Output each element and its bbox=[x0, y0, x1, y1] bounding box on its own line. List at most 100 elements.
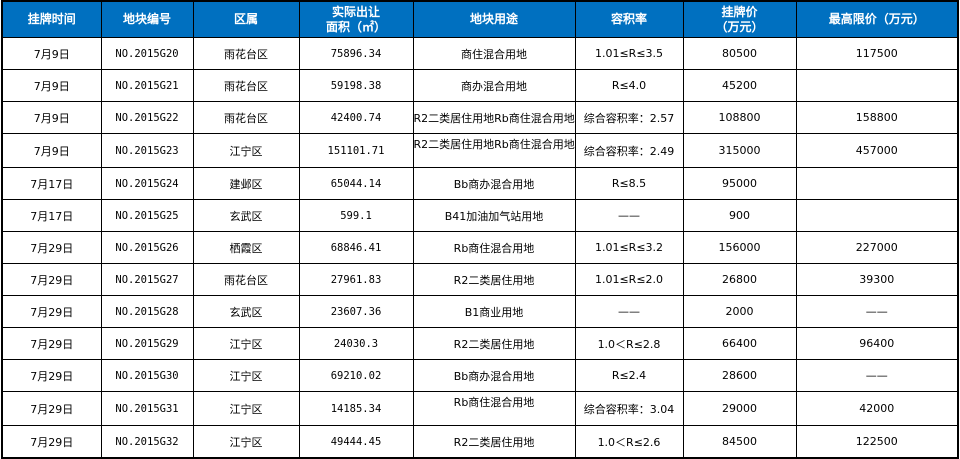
cell-use: B1商业用地 bbox=[412, 295, 576, 328]
cell-district: 玄武区 bbox=[192, 295, 300, 328]
cell-use: 商住混合用地 bbox=[412, 37, 576, 70]
cell-price: 2000 bbox=[682, 295, 797, 328]
cell-district: 江宁区 bbox=[192, 359, 300, 392]
cell-max-price bbox=[795, 199, 959, 232]
cell-code: NO.2015G20 bbox=[100, 37, 194, 70]
cell-price: 108800 bbox=[682, 101, 797, 134]
cell-max-price: 122500 bbox=[795, 425, 959, 459]
cell-district: 雨花台区 bbox=[192, 101, 300, 134]
cell-max-price: —— bbox=[795, 295, 959, 328]
header-label: 区属 bbox=[233, 12, 258, 26]
cell-area: 49444.45 bbox=[298, 425, 414, 459]
header-far: 容积率 bbox=[574, 0, 684, 38]
cell-max-price: 96400 bbox=[795, 327, 959, 360]
table-row: 7月29日 NO.2015G26 栖霞区 68846.41 Rb商住混合用地 1.01≤R… bbox=[1, 231, 959, 264]
table-row: 7月29日 NO.2015G32 江宁区 49444.45 R2二类居住用地 1.0＜R≤… bbox=[1, 425, 959, 459]
cell-date: 7月29日 bbox=[1, 359, 102, 392]
cell-max-price bbox=[795, 69, 959, 102]
header-label: 最高限价（万元） bbox=[828, 12, 925, 26]
cell-area: 14185.34 bbox=[298, 391, 414, 426]
cell-price: 45200 bbox=[682, 69, 797, 102]
cell-date: 7月9日 bbox=[1, 133, 102, 168]
cell-code: NO.2015G28 bbox=[100, 295, 194, 328]
cell-price: 28600 bbox=[682, 359, 797, 392]
header-district: 区属 bbox=[192, 0, 300, 38]
table-row: 7月9日 NO.2015G23 江宁区 151101.71 R2二类居住用地Rb商住混合… bbox=[1, 133, 959, 168]
cell-code: NO.2015G27 bbox=[100, 263, 194, 296]
cell-date: 7月29日 bbox=[1, 327, 102, 360]
table-row: 7月9日 NO.2015G21 雨花台区 59198.38 商办混合用地 R≤4.0 452… bbox=[1, 69, 959, 102]
header-use: 地块用途 bbox=[412, 0, 576, 38]
cell-district: 雨花台区 bbox=[192, 263, 300, 296]
cell-price: 80500 bbox=[682, 37, 797, 70]
cell-code: NO.2015G32 bbox=[100, 425, 194, 459]
cell-area: 65044.14 bbox=[298, 167, 414, 200]
header-label: 地块用途 bbox=[469, 12, 518, 26]
cell-district: 建邺区 bbox=[192, 167, 300, 200]
cell-area: 23607.36 bbox=[298, 295, 414, 328]
cell-date: 7月9日 bbox=[1, 101, 102, 134]
cell-use: Rb商住混合用地 bbox=[412, 231, 576, 264]
cell-code: NO.2015G23 bbox=[100, 133, 194, 168]
cell-far: R≤4.0 bbox=[574, 69, 684, 102]
cell-far: —— bbox=[574, 295, 684, 328]
cell-area: 42400.74 bbox=[298, 101, 414, 134]
table-row: 7月17日 NO.2015G25 玄武区 599.1 B41加油加气站用地 —— 900 bbox=[1, 199, 959, 232]
cell-code: NO.2015G24 bbox=[100, 167, 194, 200]
cell-district: 雨花台区 bbox=[192, 69, 300, 102]
header-max-price: 最高限价（万元） bbox=[795, 0, 959, 38]
cell-max-price: 42000 bbox=[795, 391, 959, 426]
cell-area: 27961.83 bbox=[298, 263, 414, 296]
cell-use: Rb商住混合用地 bbox=[412, 391, 576, 426]
header-label: 面积（㎡） bbox=[325, 19, 386, 34]
table-row: 7月29日 NO.2015G29 江宁区 24030.3 R2二类居住用地 1.0＜R≤2… bbox=[1, 327, 959, 360]
cell-use: Bb商办混合用地 bbox=[412, 167, 576, 200]
cell-code: NO.2015G29 bbox=[100, 327, 194, 360]
header-label: 地块编号 bbox=[122, 12, 171, 26]
cell-far: R≤2.4 bbox=[574, 359, 684, 392]
cell-date: 7月9日 bbox=[1, 69, 102, 102]
cell-code: NO.2015G30 bbox=[100, 359, 194, 392]
cell-far: 1.0＜R≤2.6 bbox=[574, 425, 684, 459]
cell-far: 综合容积率：3.04 bbox=[574, 391, 684, 426]
cell-far: —— bbox=[574, 199, 684, 232]
header-price: 挂牌价（万元） bbox=[682, 0, 797, 38]
table-row: 7月9日 NO.2015G22 雨花台区 42400.74 R2二类居住用地Rb商住混合… bbox=[1, 101, 959, 134]
cell-date: 7月29日 bbox=[1, 263, 102, 296]
cell-use: 商办混合用地 bbox=[412, 69, 576, 102]
table-row: 7月9日 NO.2015G20 雨花台区 75896.34 商住混合用地 1.01≤R≤3… bbox=[1, 37, 959, 70]
cell-price: 95000 bbox=[682, 167, 797, 200]
cell-far: 综合容积率：2.49 bbox=[574, 133, 684, 168]
header-label: 容积率 bbox=[610, 12, 647, 26]
header-date: 挂牌时间 bbox=[1, 0, 102, 38]
cell-date: 7月29日 bbox=[1, 425, 102, 459]
cell-area: 24030.3 bbox=[298, 327, 414, 360]
table-row: 7月29日 NO.2015G28 玄武区 23607.36 B1商业用地 —— 2000 —— bbox=[1, 295, 959, 328]
cell-price: 900 bbox=[682, 199, 797, 232]
cell-code: NO.2015G25 bbox=[100, 199, 194, 232]
table-row: 7月29日 NO.2015G31 江宁区 14185.34 Rb商住混合用地 综合容积率：… bbox=[1, 391, 959, 426]
cell-district: 雨花台区 bbox=[192, 37, 300, 70]
table-row: 7月29日 NO.2015G30 江宁区 69210.02 Bb商办混合用地 R≤2.4 2… bbox=[1, 359, 959, 392]
cell-use: R2二类居住用地Rb商住混合用地 bbox=[412, 133, 576, 168]
cell-far: 综合容积率：2.57 bbox=[574, 101, 684, 134]
header-label: 挂牌时间 bbox=[27, 12, 76, 26]
cell-code: NO.2015G26 bbox=[100, 231, 194, 264]
cell-code: NO.2015G31 bbox=[100, 391, 194, 426]
cell-area: 68846.41 bbox=[298, 231, 414, 264]
cell-use: Bb商办混合用地 bbox=[412, 359, 576, 392]
header-code: 地块编号 bbox=[100, 0, 194, 38]
cell-district: 江宁区 bbox=[192, 327, 300, 360]
cell-use: R2二类居住用地 bbox=[412, 327, 576, 360]
cell-code: NO.2015G21 bbox=[100, 69, 194, 102]
cell-area: 69210.02 bbox=[298, 359, 414, 392]
table-row: 7月17日 NO.2015G24 建邺区 65044.14 Bb商办混合用地 R≤8.5 9… bbox=[1, 167, 959, 200]
cell-code: NO.2015G22 bbox=[100, 101, 194, 134]
cell-price: 315000 bbox=[682, 133, 797, 168]
cell-max-price bbox=[795, 167, 959, 200]
cell-district: 江宁区 bbox=[192, 425, 300, 459]
cell-use: R2二类居住用地 bbox=[412, 425, 576, 459]
header-area: 实际出让 面积（㎡） bbox=[298, 0, 414, 38]
cell-price: 29000 bbox=[682, 391, 797, 426]
